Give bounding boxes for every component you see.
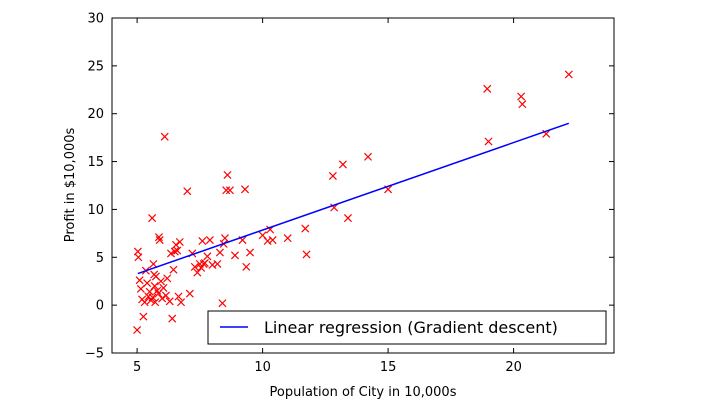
data-point	[174, 292, 183, 301]
legend: Linear regression (Gradient descent)	[207, 310, 607, 345]
y-tick-label: 20	[87, 107, 104, 122]
data-point	[151, 298, 160, 307]
x-tick-label: 10	[254, 360, 271, 375]
data-point	[203, 252, 212, 261]
data-point	[213, 259, 222, 269]
regression-line	[137, 122, 570, 275]
x-tick-label: 20	[505, 360, 522, 375]
data-point	[230, 251, 240, 260]
data-point	[173, 246, 182, 255]
data-point	[159, 283, 168, 292]
axes-frame	[111, 17, 615, 354]
data-point	[156, 277, 165, 286]
data-point	[175, 237, 184, 246]
data-point	[160, 132, 169, 141]
data-point	[218, 299, 227, 308]
data-point	[363, 152, 373, 161]
data-point	[136, 284, 145, 293]
data-point	[208, 260, 217, 269]
data-point	[301, 224, 310, 233]
data-point	[168, 314, 177, 323]
y-tick-label: 10	[87, 203, 104, 218]
y-axis-label: Profit in $10,000s	[63, 127, 78, 242]
data-point	[225, 186, 234, 195]
data-point	[166, 249, 176, 258]
data-point	[150, 281, 159, 291]
y-tick-label: 25	[87, 59, 104, 74]
data-point	[518, 100, 527, 109]
data-point	[154, 233, 163, 242]
data-point	[134, 253, 143, 262]
data-point	[197, 263, 206, 272]
x-axis-ticks: 5 10 15 20	[133, 18, 522, 375]
y-tick-label: 30	[87, 12, 104, 27]
data-point	[139, 312, 148, 321]
data-point	[163, 274, 172, 283]
data-point	[135, 276, 144, 285]
data-point	[190, 262, 199, 271]
legend-box	[207, 310, 607, 345]
data-point	[283, 234, 292, 243]
legend-label: Linear regression (Gradient descent)	[264, 318, 558, 337]
y-tick-label: 0	[96, 299, 104, 314]
data-point	[302, 250, 311, 259]
x-tick-label: 15	[380, 360, 397, 375]
data-point	[328, 171, 337, 180]
data-point	[268, 236, 277, 245]
y-tick-label: 15	[87, 155, 104, 170]
data-point	[484, 137, 493, 146]
data-point	[155, 236, 164, 245]
data-point	[205, 236, 214, 245]
data-point	[148, 293, 157, 302]
data-point	[246, 248, 255, 257]
data-point	[140, 298, 149, 307]
data-point	[198, 236, 207, 246]
data-point	[564, 70, 573, 79]
data-point	[169, 265, 178, 274]
data-point	[220, 234, 229, 243]
data-point	[148, 214, 157, 223]
x-tick-label: 5	[133, 360, 141, 375]
data-point	[133, 326, 142, 335]
data-point	[158, 294, 167, 303]
data-point	[483, 84, 492, 93]
data-point	[170, 247, 179, 256]
y-tick-label: 5	[96, 251, 104, 266]
y-tick-label: −5	[85, 347, 104, 362]
data-point	[161, 291, 170, 300]
y-axis-ticks: −5 0 5 10 15 20 25 30	[85, 12, 614, 362]
x-axis-label: Population of City in 10,000s	[270, 385, 457, 400]
data-point	[263, 236, 272, 246]
data-point	[215, 248, 224, 257]
data-point	[183, 187, 192, 196]
series-layer	[133, 70, 573, 335]
data-point	[200, 259, 209, 268]
data-point	[193, 268, 202, 277]
data-point	[185, 289, 194, 298]
data-point	[242, 262, 251, 271]
data-point	[177, 298, 186, 307]
data-point	[517, 92, 526, 101]
data-point	[223, 170, 232, 179]
data-point	[165, 297, 174, 306]
plot-area	[133, 70, 573, 335]
data-point	[143, 279, 152, 288]
data-point	[149, 259, 158, 269]
data-point	[343, 214, 352, 223]
data-point	[338, 160, 347, 169]
data-point	[222, 186, 231, 195]
data-point	[241, 185, 250, 194]
data-point	[330, 203, 339, 212]
